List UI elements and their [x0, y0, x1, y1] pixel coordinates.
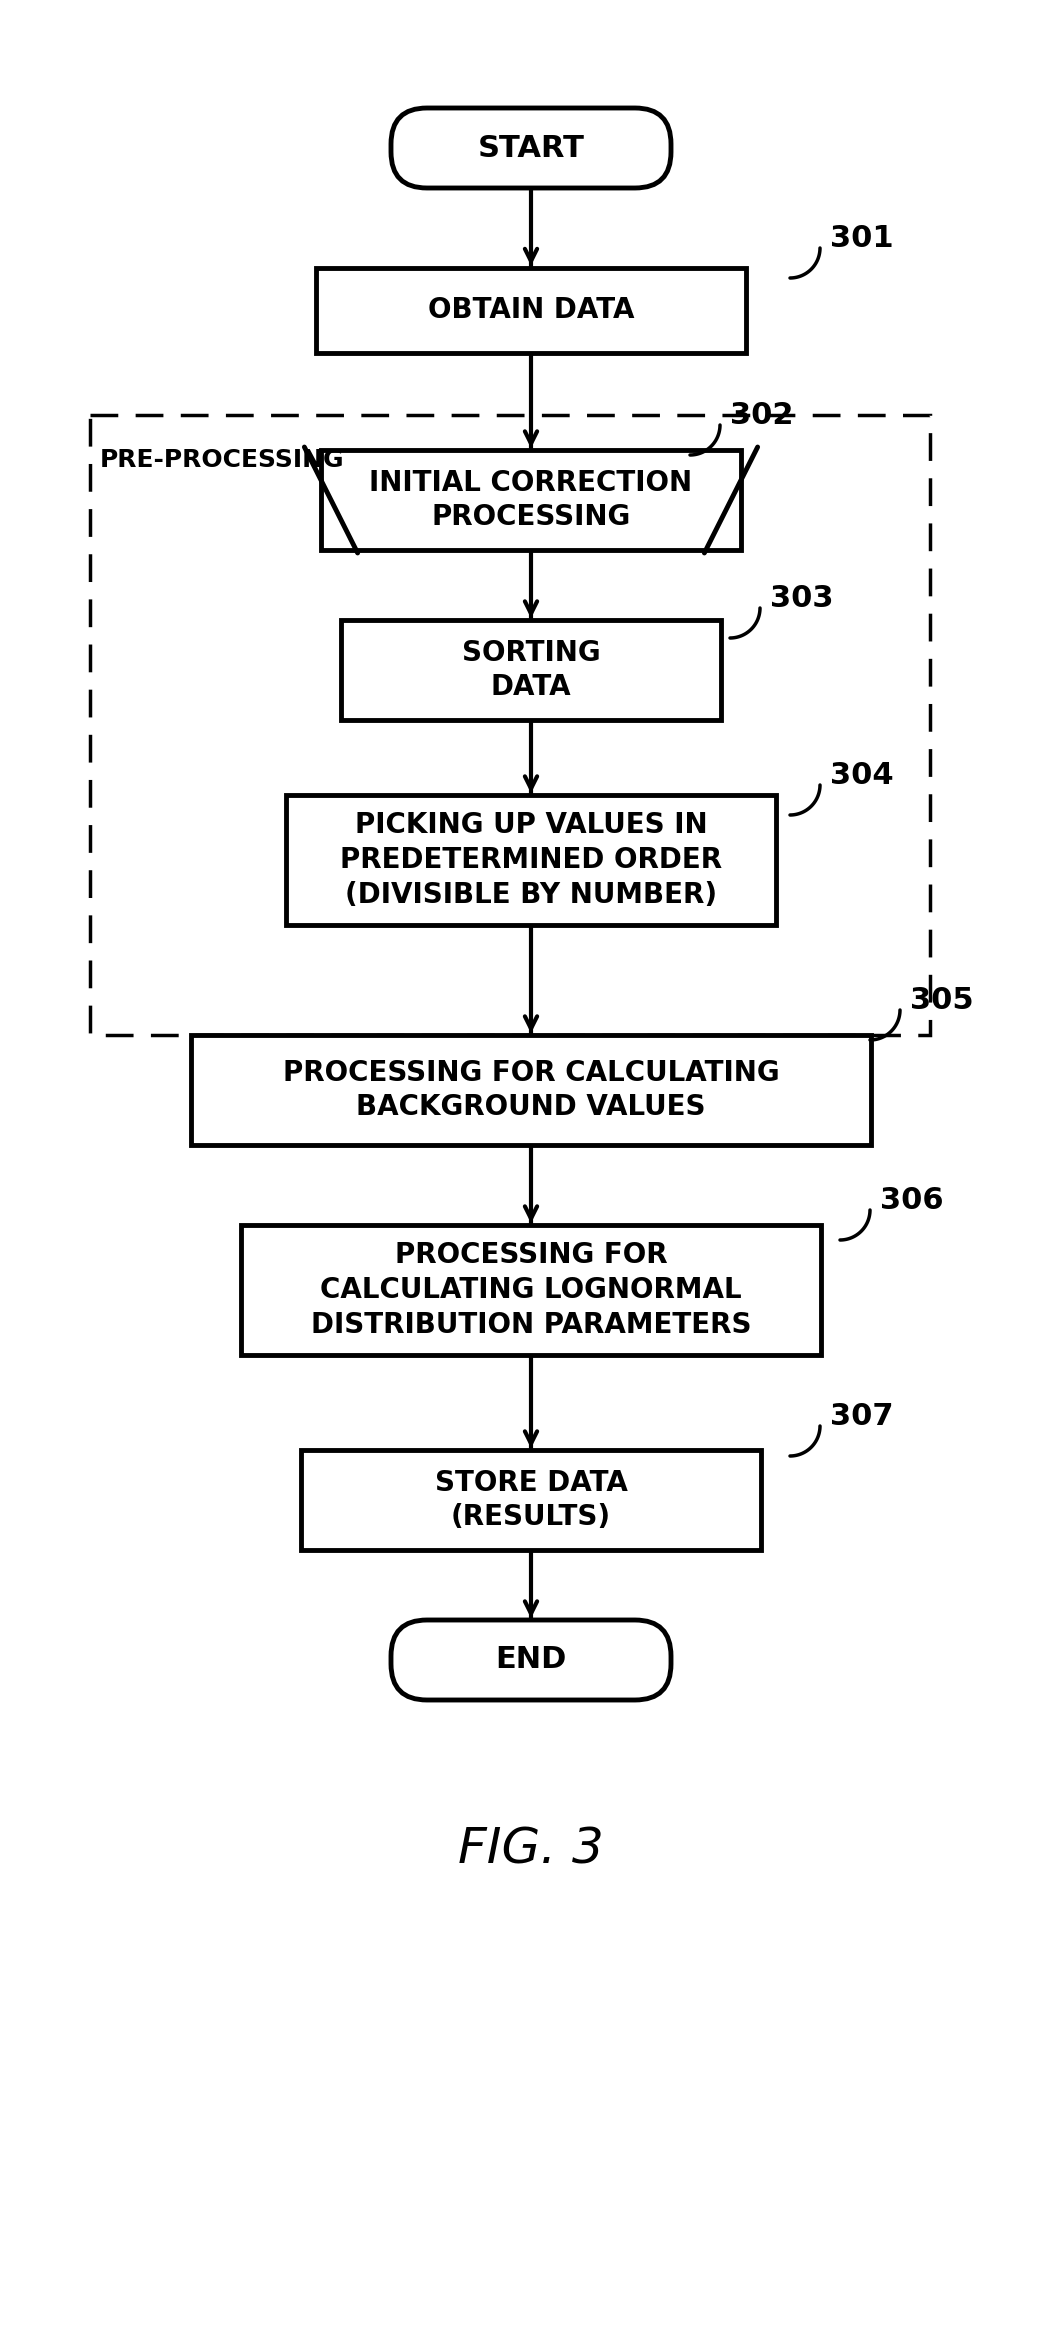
Bar — [301, 1449, 761, 1549]
Bar — [321, 449, 741, 549]
Bar — [286, 795, 776, 926]
Text: PICKING UP VALUES IN
PREDETERMINED ORDER
(DIVISIBLE BY NUMBER): PICKING UP VALUES IN PREDETERMINED ORDER… — [340, 812, 722, 909]
Text: 302: 302 — [730, 400, 793, 430]
Text: 303: 303 — [770, 584, 834, 612]
FancyBboxPatch shape — [391, 107, 671, 188]
Text: PRE-PROCESSING: PRE-PROCESSING — [100, 449, 345, 472]
Text: END: END — [495, 1644, 567, 1675]
Text: STORE DATA
(RESULTS): STORE DATA (RESULTS) — [434, 1468, 628, 1531]
Text: SORTING
DATA: SORTING DATA — [462, 640, 600, 702]
FancyBboxPatch shape — [391, 1619, 671, 1700]
Text: 301: 301 — [830, 223, 893, 254]
Text: 304: 304 — [830, 761, 893, 789]
Bar — [316, 267, 746, 354]
Text: PROCESSING FOR CALCULATING
BACKGROUND VALUES: PROCESSING FOR CALCULATING BACKGROUND VA… — [282, 1058, 780, 1121]
Text: INITIAL CORRECTION
PROCESSING: INITIAL CORRECTION PROCESSING — [370, 470, 692, 530]
Text: OBTAIN DATA: OBTAIN DATA — [428, 295, 634, 323]
Bar — [191, 1035, 871, 1144]
Text: 306: 306 — [880, 1186, 944, 1214]
Bar — [341, 621, 721, 721]
Text: PROCESSING FOR
CALCULATING LOGNORMAL
DISTRIBUTION PARAMETERS: PROCESSING FOR CALCULATING LOGNORMAL DIS… — [311, 1242, 751, 1337]
Text: START: START — [478, 133, 584, 163]
Bar — [90, 414, 930, 1035]
Bar — [241, 1226, 821, 1356]
Text: 307: 307 — [830, 1403, 893, 1430]
Text: FIG. 3: FIG. 3 — [458, 1826, 604, 1875]
Text: 305: 305 — [910, 986, 974, 1014]
